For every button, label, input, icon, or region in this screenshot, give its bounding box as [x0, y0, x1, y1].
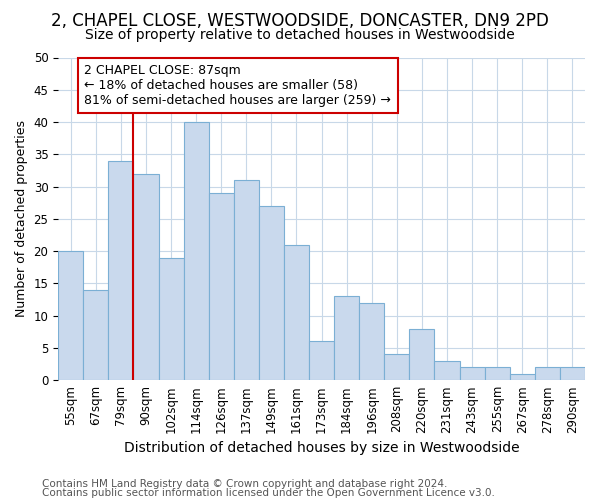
- Text: Size of property relative to detached houses in Westwoodside: Size of property relative to detached ho…: [85, 28, 515, 42]
- Bar: [158, 258, 184, 380]
- X-axis label: Distribution of detached houses by size in Westwoodside: Distribution of detached houses by size …: [124, 441, 520, 455]
- Bar: [209, 193, 234, 380]
- Bar: [384, 354, 409, 380]
- Bar: [58, 251, 83, 380]
- Bar: [434, 361, 460, 380]
- Bar: [334, 296, 359, 380]
- Bar: [485, 368, 510, 380]
- Bar: [259, 206, 284, 380]
- Bar: [409, 328, 434, 380]
- Bar: [83, 290, 109, 380]
- Bar: [184, 122, 209, 380]
- Bar: [234, 180, 259, 380]
- Text: 2, CHAPEL CLOSE, WESTWOODSIDE, DONCASTER, DN9 2PD: 2, CHAPEL CLOSE, WESTWOODSIDE, DONCASTER…: [51, 12, 549, 30]
- Bar: [109, 161, 133, 380]
- Bar: [510, 374, 535, 380]
- Bar: [535, 368, 560, 380]
- Text: Contains public sector information licensed under the Open Government Licence v3: Contains public sector information licen…: [42, 488, 495, 498]
- Bar: [560, 368, 585, 380]
- Bar: [284, 244, 309, 380]
- Bar: [460, 368, 485, 380]
- Bar: [359, 302, 384, 380]
- Bar: [133, 174, 158, 380]
- Y-axis label: Number of detached properties: Number of detached properties: [15, 120, 28, 318]
- Text: Contains HM Land Registry data © Crown copyright and database right 2024.: Contains HM Land Registry data © Crown c…: [42, 479, 448, 489]
- Bar: [309, 342, 334, 380]
- Text: 2 CHAPEL CLOSE: 87sqm
← 18% of detached houses are smaller (58)
81% of semi-deta: 2 CHAPEL CLOSE: 87sqm ← 18% of detached …: [85, 64, 391, 107]
